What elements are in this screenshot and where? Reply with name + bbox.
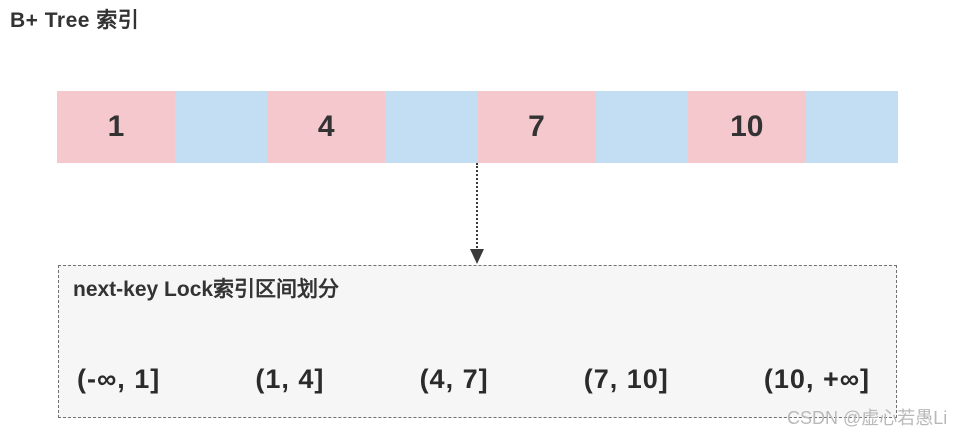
bplus-tree-index-bar: 1 4 7 10 (57, 91, 898, 163)
interval-1-4: (1, 4] (255, 364, 325, 394)
index-key-cell-4: 4 (267, 91, 386, 163)
interval-7-10: (7, 10] (583, 364, 669, 394)
index-gap-cell (805, 91, 898, 163)
index-gap-cell (595, 91, 688, 163)
interval-neginf-1: (-∞, 1] (77, 364, 161, 394)
index-gap-cell (175, 91, 268, 163)
index-key-cell-7: 7 (477, 91, 596, 163)
next-key-lock-box: next-key Lock索引区间划分 (-∞, 1] (1, 4] (4, 7… (58, 265, 897, 418)
interval-4-7: (4, 7] (419, 364, 489, 394)
interval-row: (-∞, 1] (1, 4] (4, 7] (7, 10] (10, +∞] (77, 364, 870, 395)
index-key-cell-1: 1 (57, 91, 175, 163)
csdn-watermark: CSDN @虚心若愚Li (787, 408, 948, 428)
interval-10-posinf: (10, +∞] (763, 364, 870, 394)
index-gap-cell (385, 91, 478, 163)
index-key-cell-10: 10 (687, 91, 806, 163)
dashed-arrow-line (476, 163, 478, 251)
arrow-down-icon (470, 249, 484, 264)
lock-box-title: next-key Lock索引区间划分 (73, 278, 340, 301)
page-title: B+ Tree 索引 (10, 9, 140, 32)
